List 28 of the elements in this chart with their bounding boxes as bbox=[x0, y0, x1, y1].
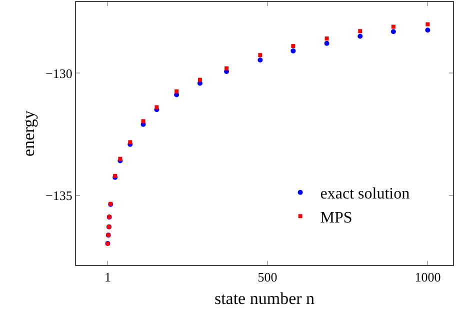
x-axis-title: state number n bbox=[214, 289, 316, 308]
point bbox=[224, 66, 229, 70]
point bbox=[390, 29, 396, 34]
point bbox=[291, 44, 296, 48]
point bbox=[174, 89, 179, 94]
point bbox=[290, 48, 296, 54]
point bbox=[425, 28, 430, 33]
x-tick-label: 1 bbox=[104, 270, 111, 285]
x-tick-label: 500 bbox=[258, 270, 278, 285]
point bbox=[391, 24, 396, 29]
y-tick-label: −130 bbox=[46, 66, 72, 81]
point bbox=[198, 78, 202, 82]
point bbox=[154, 105, 159, 110]
legend-label: exact solution bbox=[320, 186, 410, 203]
point bbox=[426, 22, 430, 26]
point bbox=[258, 57, 263, 62]
x-tick-label: 1000 bbox=[414, 270, 441, 285]
point bbox=[358, 29, 362, 34]
point bbox=[324, 40, 330, 46]
point bbox=[141, 119, 146, 124]
y-axis-title: energy bbox=[19, 110, 38, 156]
point bbox=[324, 36, 329, 40]
point bbox=[258, 53, 262, 58]
point bbox=[128, 140, 132, 144]
point bbox=[118, 156, 122, 161]
legend-label: MPS bbox=[320, 209, 352, 226]
y-tick-label: −135 bbox=[46, 188, 72, 204]
point bbox=[358, 34, 363, 39]
